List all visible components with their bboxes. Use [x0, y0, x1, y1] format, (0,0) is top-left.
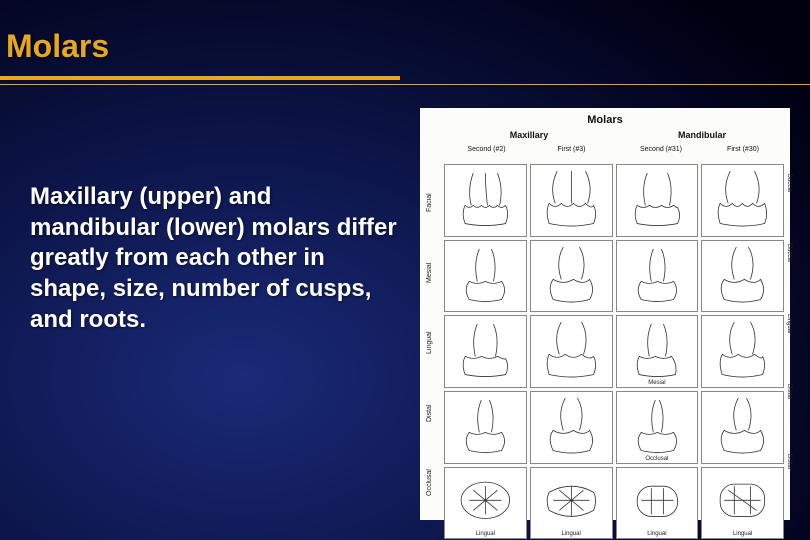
side-label-4: Distal — [786, 454, 792, 514]
cell-r0c2 — [616, 164, 699, 237]
cell-r3c0 — [444, 391, 527, 464]
cell-r2c1 — [530, 315, 613, 388]
slide: Molars Maxillary (upper) and mandibular … — [0, 0, 810, 540]
side-label-2: Lingual — [786, 314, 792, 374]
side-label-0: Buccal — [786, 174, 792, 234]
sub-header-c1: Second (#2) — [444, 146, 529, 153]
row-label-0: Facial — [426, 170, 433, 236]
cell-r0c3 — [701, 164, 784, 237]
cell-r1c1 — [530, 240, 613, 313]
cell-r4c0: Lingual — [444, 467, 527, 540]
cell-r2c3 — [701, 315, 784, 388]
title-underline-thin — [0, 84, 810, 85]
cell-r2c0 — [444, 315, 527, 388]
cell-r4c1: Lingual — [530, 467, 613, 540]
cell-r4c2: Lingual — [616, 467, 699, 540]
cell-r1c3 — [701, 240, 784, 313]
cell-r4c3: Lingual — [701, 467, 784, 540]
col-header-mandibular: Mandibular — [620, 130, 784, 140]
cell-r1c0 — [444, 240, 527, 313]
molars-diagram: Molars Maxillary Mandibular Second (#2) … — [420, 108, 790, 520]
diagram-title: Molars — [420, 114, 790, 126]
sub-header-c4: First (#30) — [702, 146, 784, 153]
page-title: Molars — [6, 28, 109, 65]
sub-header-c2: First (#3) — [529, 146, 614, 153]
side-label-1: Buccal — [786, 244, 792, 304]
row-label-1: Mesial — [426, 240, 433, 306]
cell-r3c1 — [530, 391, 613, 464]
cell-r0c1 — [530, 164, 613, 237]
cell-r3c3 — [701, 391, 784, 464]
row-label-3: Distal — [426, 380, 433, 446]
cell-r1c2 — [616, 240, 699, 313]
cell-r3c2: Occlusal — [616, 391, 699, 464]
cell-r2c2: Mesial — [616, 315, 699, 388]
diagram-grid: Mesial — [444, 164, 784, 514]
side-label-3: Distal — [786, 384, 792, 444]
title-underline-thick — [0, 76, 400, 80]
row-label-4: Occlusal — [426, 450, 433, 516]
row-label-2: Lingual — [426, 310, 433, 376]
col-header-maxillary: Maxillary — [444, 130, 614, 140]
cell-r0c0 — [444, 164, 527, 237]
body-text: Maxillary (upper) and mandibular (lower)… — [30, 182, 400, 336]
sub-header-c3: Second (#31) — [620, 146, 702, 153]
